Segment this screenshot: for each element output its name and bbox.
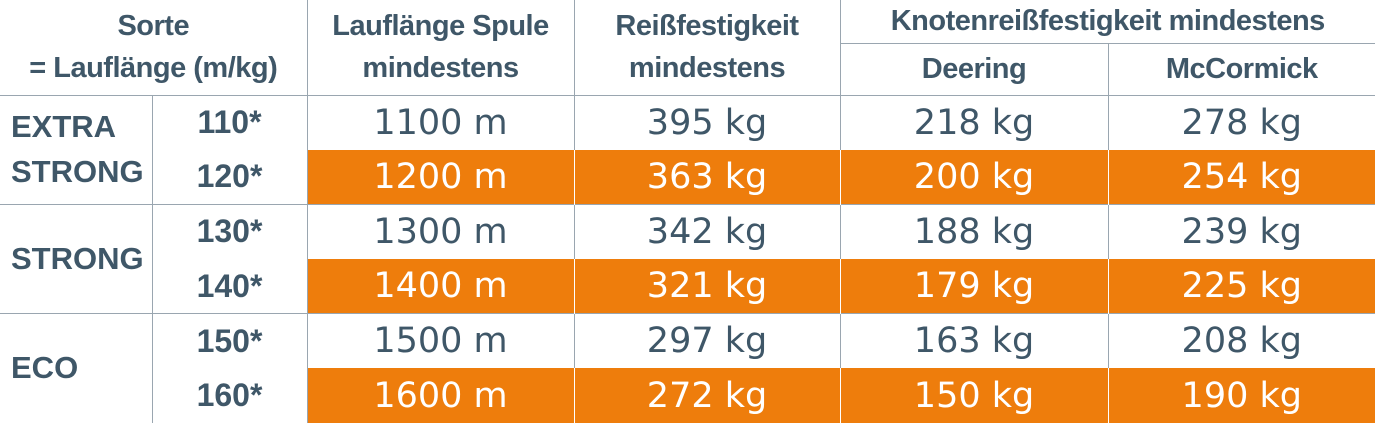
header-reiss-line2: mindestens bbox=[628, 52, 786, 85]
header-knotenreissfestigkeit: Knotenreißfestigkeit mindestens bbox=[839, 0, 1375, 44]
table-row: STRONG 130* 1300 m 342 kg 188 kg 239 kg bbox=[0, 203, 1375, 314]
header-lauflaenge-line2: mindestens bbox=[362, 52, 519, 85]
cell-reissfestigkeit: 321 kg bbox=[573, 258, 841, 314]
cell-reissfestigkeit: 272 kg bbox=[573, 368, 841, 423]
grade-extra-strong-line1: EXTRA bbox=[11, 108, 117, 144]
cell-deering: 200 kg bbox=[839, 149, 1109, 205]
row-code: 110* bbox=[152, 94, 308, 150]
cell-reissfestigkeit: 363 kg bbox=[573, 149, 841, 205]
grade-extra-strong-line2: STRONG bbox=[11, 153, 144, 189]
cell-mccormick: 239 kg bbox=[1107, 203, 1375, 259]
header-sorte-line1: Sorte bbox=[117, 10, 190, 43]
cell-lauflaenge: 1500 m bbox=[307, 313, 575, 369]
header-lauflaenge: Lauflänge Spule mindestens bbox=[306, 0, 575, 95]
grade-strong: STRONG bbox=[0, 203, 153, 314]
grade-eco: ECO bbox=[0, 313, 153, 423]
header-sorte-line2: = Lauflänge (m/kg) bbox=[29, 52, 278, 85]
header-reiss-line1: Reißfestigkeit bbox=[615, 10, 799, 43]
row-code: 160* bbox=[152, 368, 308, 423]
cell-mccormick: 278 kg bbox=[1107, 94, 1375, 150]
row-code: 120* bbox=[152, 149, 308, 205]
cell-deering: 150 kg bbox=[839, 368, 1109, 423]
cell-lauflaenge: 1200 m bbox=[307, 149, 575, 205]
row-code: 140* bbox=[152, 258, 308, 314]
cell-reissfestigkeit: 395 kg bbox=[573, 94, 841, 150]
header-deering: Deering bbox=[839, 43, 1109, 95]
header-lauflaenge-line1: Lauflänge Spule bbox=[332, 10, 549, 43]
cell-deering: 218 kg bbox=[839, 94, 1109, 150]
row-code: 150* bbox=[152, 313, 308, 369]
cell-mccormick: 190 kg bbox=[1107, 368, 1375, 423]
cell-deering: 163 kg bbox=[839, 313, 1109, 369]
cell-mccormick: 225 kg bbox=[1107, 258, 1375, 314]
cell-lauflaenge: 1300 m bbox=[307, 203, 575, 259]
cell-reissfestigkeit: 342 kg bbox=[573, 203, 841, 259]
cell-mccormick: 254 kg bbox=[1107, 149, 1375, 205]
header-reissfestigkeit: Reißfestigkeit mindestens bbox=[573, 0, 841, 95]
header-mccormick: McCormick bbox=[1107, 43, 1375, 95]
cell-deering: 179 kg bbox=[839, 258, 1109, 314]
cell-deering: 188 kg bbox=[839, 203, 1109, 259]
row-code: 130* bbox=[152, 203, 308, 259]
cell-reissfestigkeit: 297 kg bbox=[573, 313, 841, 369]
table-row: ECO 150* 1500 m 297 kg 163 kg 208 kg bbox=[0, 313, 1375, 423]
cell-lauflaenge: 1100 m bbox=[307, 94, 575, 150]
cell-mccormick: 208 kg bbox=[1107, 313, 1375, 369]
header-sorte: Sorte = Lauflänge (m/kg) bbox=[0, 0, 307, 95]
grade-extra-strong: EXTRA STRONG bbox=[0, 94, 153, 205]
table-row: 120* 1200 m 363 kg 200 kg 254 kg bbox=[0, 149, 1375, 205]
cell-lauflaenge: 1600 m bbox=[307, 368, 575, 423]
table-row: 140* 1400 m 321 kg 179 kg 225 kg bbox=[0, 258, 1375, 314]
table-row: EXTRA STRONG 110* 1100 m 395 kg 218 kg 2… bbox=[0, 94, 1375, 205]
cell-lauflaenge: 1400 m bbox=[307, 258, 575, 314]
table-row: 160* 1600 m 272 kg 150 kg 190 kg bbox=[0, 368, 1375, 423]
